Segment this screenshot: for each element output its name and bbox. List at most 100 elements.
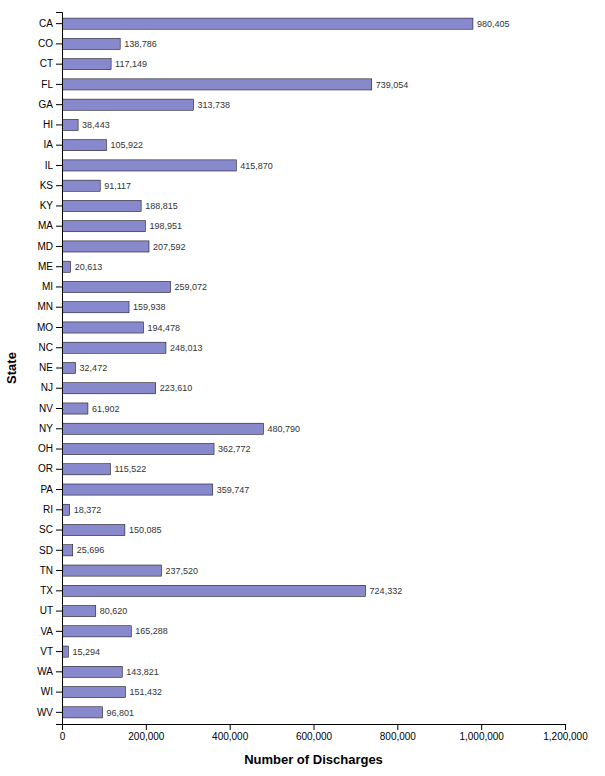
y-tick-label: NE xyxy=(39,362,53,373)
bar xyxy=(62,423,264,434)
data-label: 32,472 xyxy=(80,363,108,373)
data-label: 198,951 xyxy=(149,221,182,231)
y-tick: NJ xyxy=(41,382,62,393)
y-tick-label: MA xyxy=(38,220,53,231)
y-tick: WA xyxy=(37,666,62,677)
y-tick-mark xyxy=(56,590,62,591)
y-tick: SC xyxy=(39,524,62,535)
y-tick: OH xyxy=(38,443,62,454)
bar xyxy=(62,464,110,475)
bar xyxy=(62,302,129,313)
data-label: 138,786 xyxy=(124,39,157,49)
data-label: 359,747 xyxy=(217,485,250,495)
data-label: 25,696 xyxy=(77,545,105,555)
x-tick: 200,000 xyxy=(128,724,165,742)
y-tick: IA xyxy=(44,139,62,150)
y-tick-label: SD xyxy=(39,545,53,556)
data-label: 96,801 xyxy=(107,708,135,718)
bar xyxy=(62,484,213,495)
x-tick-label: 1,000,000 xyxy=(459,731,504,742)
x-tick-label: 600,000 xyxy=(296,731,333,742)
x-tick-mark xyxy=(481,724,482,730)
bar xyxy=(62,362,76,373)
y-tick-label: NV xyxy=(39,403,53,414)
bar xyxy=(62,59,111,70)
y-tick-mark xyxy=(56,530,62,531)
x-axis: 0200,000400,000600,000800,0001,000,0001,… xyxy=(60,724,588,742)
y-axis: CACOCTFLGAHIIAILKSKYMAMDMEMIMNMONCNENJNV… xyxy=(37,13,63,725)
y-tick: NC xyxy=(39,342,62,353)
data-label: 362,772 xyxy=(218,444,251,454)
data-label: 150,085 xyxy=(129,525,162,535)
bars xyxy=(62,18,473,718)
y-tick-mark xyxy=(56,307,62,308)
y-tick-mark xyxy=(56,266,62,267)
y-tick: RI xyxy=(43,504,62,515)
data-label: 115,522 xyxy=(114,464,146,474)
y-tick-label: NC xyxy=(39,342,53,353)
y-tick: NV xyxy=(39,403,62,414)
y-tick: MN xyxy=(37,301,62,312)
y-tick-label: MD xyxy=(37,241,53,252)
y-tick-label: SC xyxy=(39,524,53,535)
y-tick-label: WA xyxy=(37,666,53,677)
x-tick-label: 800,000 xyxy=(380,731,417,742)
bar xyxy=(62,99,194,110)
y-tick-label: HI xyxy=(43,119,53,130)
y-tick-mark xyxy=(56,286,62,287)
y-tick-mark xyxy=(56,388,62,389)
data-label: 223,610 xyxy=(160,383,193,393)
y-tick: NY xyxy=(39,423,62,434)
y-tick-label: CT xyxy=(40,58,53,69)
bar xyxy=(62,140,106,151)
y-tick-mark xyxy=(56,43,62,44)
y-tick: MA xyxy=(38,220,62,231)
x-tick: 400,000 xyxy=(212,724,249,742)
bar xyxy=(62,585,366,596)
y-tick-mark xyxy=(56,428,62,429)
bar xyxy=(62,342,166,353)
y-tick: MI xyxy=(42,281,62,292)
bar xyxy=(62,403,88,414)
y-tick-mark xyxy=(56,712,62,713)
data-label: 415,870 xyxy=(240,161,273,171)
data-label: 143,821 xyxy=(126,667,159,677)
y-axis-title: State xyxy=(4,352,19,384)
y-tick: WI xyxy=(41,686,62,697)
bar xyxy=(62,707,103,718)
x-tick-mark xyxy=(146,724,147,730)
data-label: 18,372 xyxy=(74,505,102,515)
y-tick-label: NJ xyxy=(41,382,53,393)
y-axis-line xyxy=(56,13,63,725)
bar xyxy=(62,180,100,191)
data-label: 724,332 xyxy=(370,586,403,596)
x-tick: 600,000 xyxy=(296,724,333,742)
bar xyxy=(62,18,473,29)
y-tick-label: CA xyxy=(39,18,53,29)
data-label: 91,117 xyxy=(104,181,131,191)
y-tick-mark xyxy=(56,368,62,369)
data-label: 105,922 xyxy=(110,140,143,150)
bar xyxy=(62,443,214,454)
bar xyxy=(62,687,125,698)
x-tick: 800,000 xyxy=(380,724,417,742)
y-tick-mark xyxy=(56,347,62,348)
y-tick-mark xyxy=(56,489,62,490)
y-tick-mark xyxy=(56,611,62,612)
y-tick-mark xyxy=(56,509,62,510)
y-tick-label: TN xyxy=(40,565,53,576)
y-tick: NE xyxy=(39,362,62,373)
x-tick-label: 0 xyxy=(60,731,66,742)
bar xyxy=(62,241,149,252)
bar xyxy=(62,119,78,130)
y-tick-mark xyxy=(56,205,62,206)
chart: 980,405138,786117,149739,054313,73838,44… xyxy=(0,0,605,776)
x-tick: 0 xyxy=(60,724,66,742)
data-label: 20,613 xyxy=(75,262,103,272)
y-tick: VA xyxy=(40,626,62,637)
x-tick-label: 400,000 xyxy=(212,731,249,742)
y-tick-label: CO xyxy=(38,38,53,49)
y-tick-label: VA xyxy=(40,626,53,637)
y-tick: WV xyxy=(37,707,62,718)
x-tick: 1,000,000 xyxy=(459,724,504,742)
